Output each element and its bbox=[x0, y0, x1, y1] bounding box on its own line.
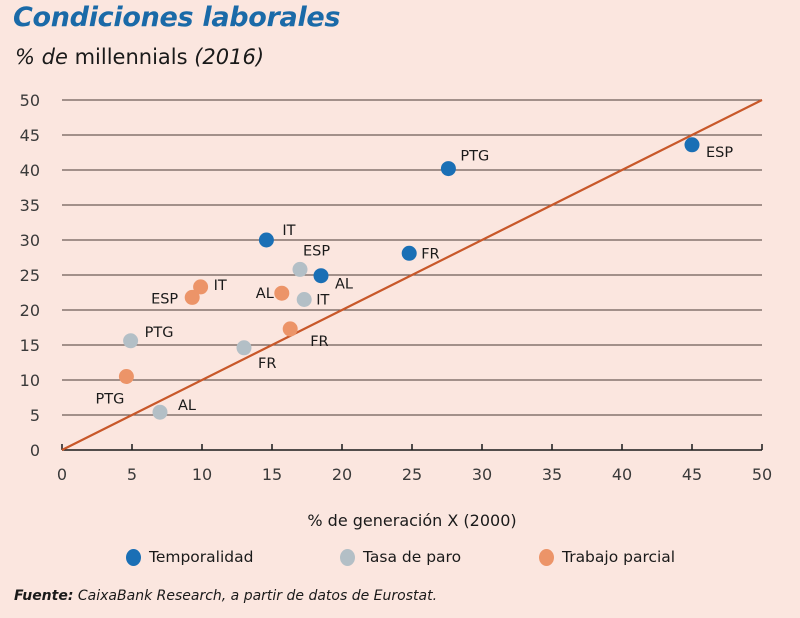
data-point bbox=[440, 161, 456, 177]
point-label: FR bbox=[421, 246, 439, 262]
data-point bbox=[123, 333, 139, 349]
legend-label: Temporalidad bbox=[149, 548, 254, 566]
scatter-chart: 0 5 10 15 20 25 30 35 40 45 50 0 5 10 15 20 25 30 35 40 45 5… bbox=[20, 91, 773, 530]
legend-item-tasa-de-paro[interactable]: Tasa de paro bbox=[340, 548, 461, 566]
legend-label: Tasa de paro bbox=[363, 548, 462, 566]
chart-subtitle: % de millennials (2016) bbox=[15, 45, 264, 69]
y-tick-label: 25 bbox=[20, 266, 40, 285]
x-axis: 0 5 10 15 20 25 30 35 40 45 50 bbox=[57, 444, 772, 484]
y-axis-ticks: 0 5 10 15 20 25 30 35 40 45 50 bbox=[20, 91, 40, 460]
point-label: AL bbox=[178, 398, 196, 414]
point-label: PTG bbox=[96, 392, 125, 408]
x-tick-label: 45 bbox=[682, 465, 702, 484]
point-label: ESP bbox=[706, 145, 733, 161]
point-label: IT bbox=[214, 278, 227, 294]
point-label: ESP bbox=[303, 243, 330, 259]
subtitle-prefix: % de bbox=[15, 45, 68, 69]
y-tick-label: 20 bbox=[20, 301, 40, 320]
y-tick-label: 0 bbox=[30, 441, 40, 460]
reference-line bbox=[61, 99, 763, 451]
point-label: ESP bbox=[151, 291, 178, 307]
legend: Temporalidad Tasa de paro Trabajo parcia… bbox=[0, 548, 800, 572]
data-points bbox=[118, 137, 700, 420]
source-label: Fuente: bbox=[14, 588, 74, 604]
legend-marker-temporalidad-icon bbox=[126, 548, 141, 566]
data-point bbox=[184, 289, 200, 305]
point-labels: ESP PTG IT FR AL ESP IT PTG FR AL IT ESP AL FR PTG bbox=[96, 145, 734, 414]
data-point bbox=[258, 232, 274, 248]
point-label: PTG bbox=[145, 325, 174, 341]
x-tick-label: 15 bbox=[262, 465, 282, 484]
x-tick-label: 5 bbox=[127, 465, 137, 484]
point-label: AL bbox=[335, 277, 353, 293]
y-tick-label: 10 bbox=[20, 371, 40, 390]
legend-item-temporalidad[interactable]: Temporalidad bbox=[126, 548, 253, 566]
data-point bbox=[236, 340, 252, 356]
data-point bbox=[313, 268, 329, 284]
data-point bbox=[282, 321, 298, 337]
x-tick-label: 0 bbox=[57, 465, 67, 484]
data-point bbox=[292, 261, 308, 277]
source-note: Fuente: CaixaBank Research, a partir de … bbox=[14, 588, 437, 604]
y-tick-label: 5 bbox=[30, 406, 40, 425]
y-tick-label: 50 bbox=[20, 91, 40, 110]
y-tick-label: 30 bbox=[20, 231, 40, 250]
x-tick-label: 50 bbox=[752, 465, 772, 484]
point-label: AL bbox=[256, 286, 274, 302]
data-point bbox=[274, 285, 290, 301]
data-point bbox=[401, 245, 417, 261]
legend-marker-tasa-de-paro-icon bbox=[340, 548, 355, 566]
subtitle-suffix: (2016) bbox=[194, 45, 265, 69]
data-point bbox=[684, 137, 700, 153]
x-tick-label: 25 bbox=[402, 465, 422, 484]
data-point bbox=[118, 369, 134, 384]
y-tick-label: 40 bbox=[20, 161, 40, 180]
data-point bbox=[152, 404, 168, 420]
data-point bbox=[193, 279, 209, 295]
subtitle-main: millennials bbox=[67, 45, 195, 69]
chart-title: Condiciones laborales bbox=[13, 2, 341, 33]
point-label: IT bbox=[316, 293, 329, 309]
legend-item-trabajo-parcial[interactable]: Trabajo parcial bbox=[539, 548, 675, 566]
source-text: CaixaBank Research, a partir de datos de… bbox=[73, 588, 438, 604]
x-tick-label: 30 bbox=[472, 465, 492, 484]
data-point bbox=[296, 292, 312, 307]
x-tick-label: 20 bbox=[332, 465, 352, 484]
point-label: FR bbox=[310, 334, 328, 350]
point-label: PTG bbox=[460, 149, 489, 165]
point-label: FR bbox=[258, 356, 276, 372]
x-tick-label: 40 bbox=[612, 465, 632, 484]
x-tick-label: 10 bbox=[192, 465, 212, 484]
y-tick-label: 45 bbox=[20, 126, 40, 145]
y-tick-label: 15 bbox=[20, 336, 40, 355]
reference-line-group bbox=[61, 99, 763, 451]
x-tick-label: 35 bbox=[542, 465, 562, 484]
x-axis-title: % de generación X (2000) bbox=[307, 511, 516, 530]
point-label: IT bbox=[282, 223, 295, 239]
y-tick-label: 35 bbox=[20, 196, 40, 215]
legend-label: Trabajo parcial bbox=[562, 548, 676, 566]
legend-marker-trabajo-parcial-icon bbox=[539, 548, 554, 566]
